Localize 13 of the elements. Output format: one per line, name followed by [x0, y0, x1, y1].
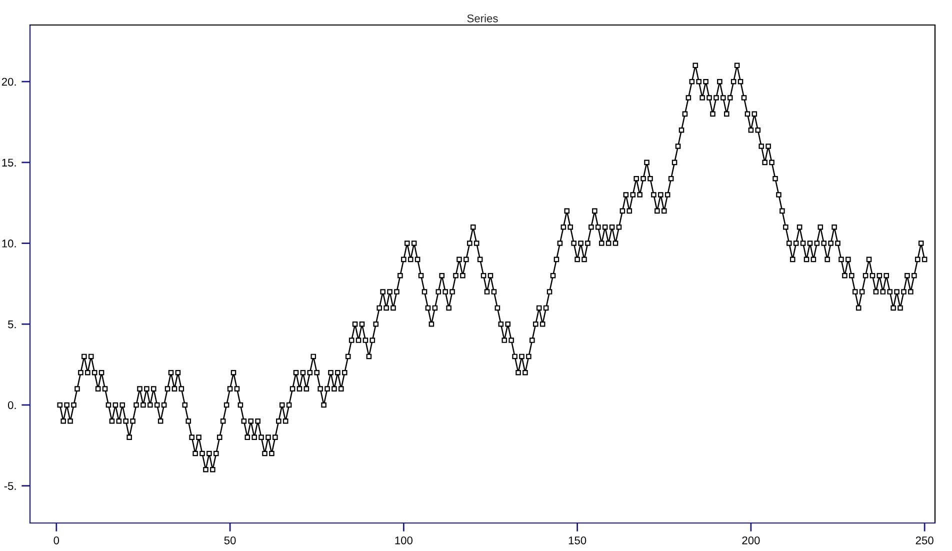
x-tick-label: 200	[742, 536, 760, 544]
y-tick-label: 5.	[8, 320, 16, 328]
x-tick-label: 0	[54, 536, 60, 544]
x-tick-label: 100	[395, 536, 413, 544]
y-tick-label: 0.	[8, 401, 16, 410]
x-tick-label: 50	[224, 536, 236, 544]
chart-title: Series	[467, 14, 498, 22]
x-tick-label: 250	[916, 536, 934, 544]
y-tick-label: 10.	[2, 240, 16, 248]
y-tick-label: 15.	[2, 158, 16, 167]
x-tick-label: 150	[568, 536, 586, 544]
y-tick-label: -5.	[4, 482, 16, 490]
y-tick-label: 20.	[2, 78, 16, 86]
